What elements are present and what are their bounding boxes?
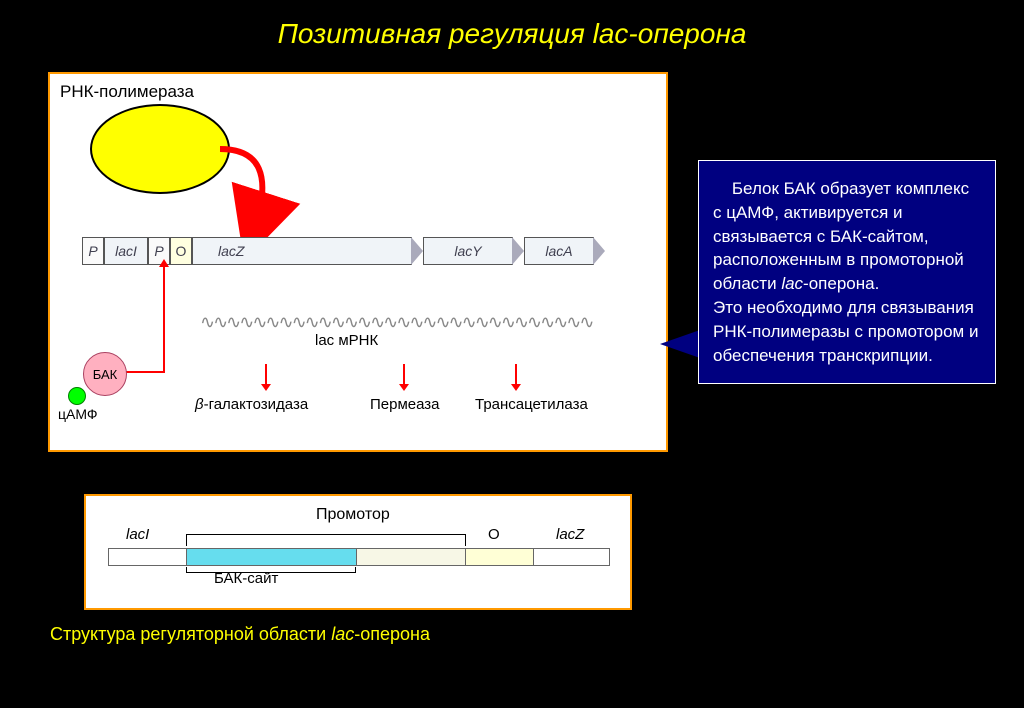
explanation-callout: Белок БАК образует комплекс с цАМФ, акти… <box>698 160 996 384</box>
seg-o: O <box>170 237 192 265</box>
mrna-wave: ∿∿∿∿∿∿∿∿∿∿∿∿∿∿∿∿∿∿∿∿∿∿∿∿∿∿∿∿∿∿ <box>200 312 592 333</box>
struct-label-lacz: lacZ <box>556 526 584 543</box>
struct-label-baksite: БАК-сайт <box>214 570 278 587</box>
chevron-icon <box>593 237 605 265</box>
sseg-baksite <box>187 549 357 565</box>
regulatory-structure-panel: Промотор lacI O lacZ БАК-сайт <box>84 494 632 610</box>
seg-laci: lacI <box>104 237 148 265</box>
chevron-icon <box>411 237 423 265</box>
callout-pointer <box>660 330 700 358</box>
chevron-icon <box>512 237 524 265</box>
product-beta-gal: β-галактозидаза <box>195 396 308 413</box>
seg-p1: P <box>82 237 104 265</box>
translation-arrow-1 <box>265 364 267 384</box>
bak-protein: БАК <box>83 352 127 396</box>
struct-label-laci: lacI <box>126 526 149 543</box>
seg-lacz: lacZ <box>192 237 412 265</box>
rnap-binding-arrow <box>200 129 310 239</box>
promoter-label: Промотор <box>316 506 390 524</box>
camp-molecule <box>68 387 86 405</box>
sseg-lacz <box>534 549 609 565</box>
bottom-caption: Структура регуляторной области lac-оперо… <box>50 624 430 645</box>
slide-title: Позитивная регуляция lac-оперона <box>0 18 1024 50</box>
mrna-label: lac мРНК <box>315 332 378 349</box>
sseg-promoter <box>357 549 467 565</box>
bak-arrow-up <box>163 267 165 372</box>
rnap-label: РНК-полимераза <box>60 82 194 102</box>
seg-lacy: lacY <box>423 237 513 265</box>
camp-label: цАМФ <box>58 406 98 422</box>
sseg-o <box>466 549 534 565</box>
struct-bar <box>108 548 610 566</box>
translation-arrow-2 <box>403 364 405 384</box>
seg-laca: lacA <box>524 237 594 265</box>
product-permease: Пермеаза <box>370 396 440 413</box>
struct-label-o: O <box>488 526 500 543</box>
translation-arrow-3 <box>515 364 517 384</box>
product-transacet: Трансацетилаза <box>475 396 588 413</box>
operon-diagram-panel: РНК-полимераза P lacI P O lacZ lacY lacA… <box>48 72 668 452</box>
bak-arrow-h <box>123 371 165 373</box>
sseg-laci <box>109 549 187 565</box>
promoter-bracket <box>186 534 466 546</box>
